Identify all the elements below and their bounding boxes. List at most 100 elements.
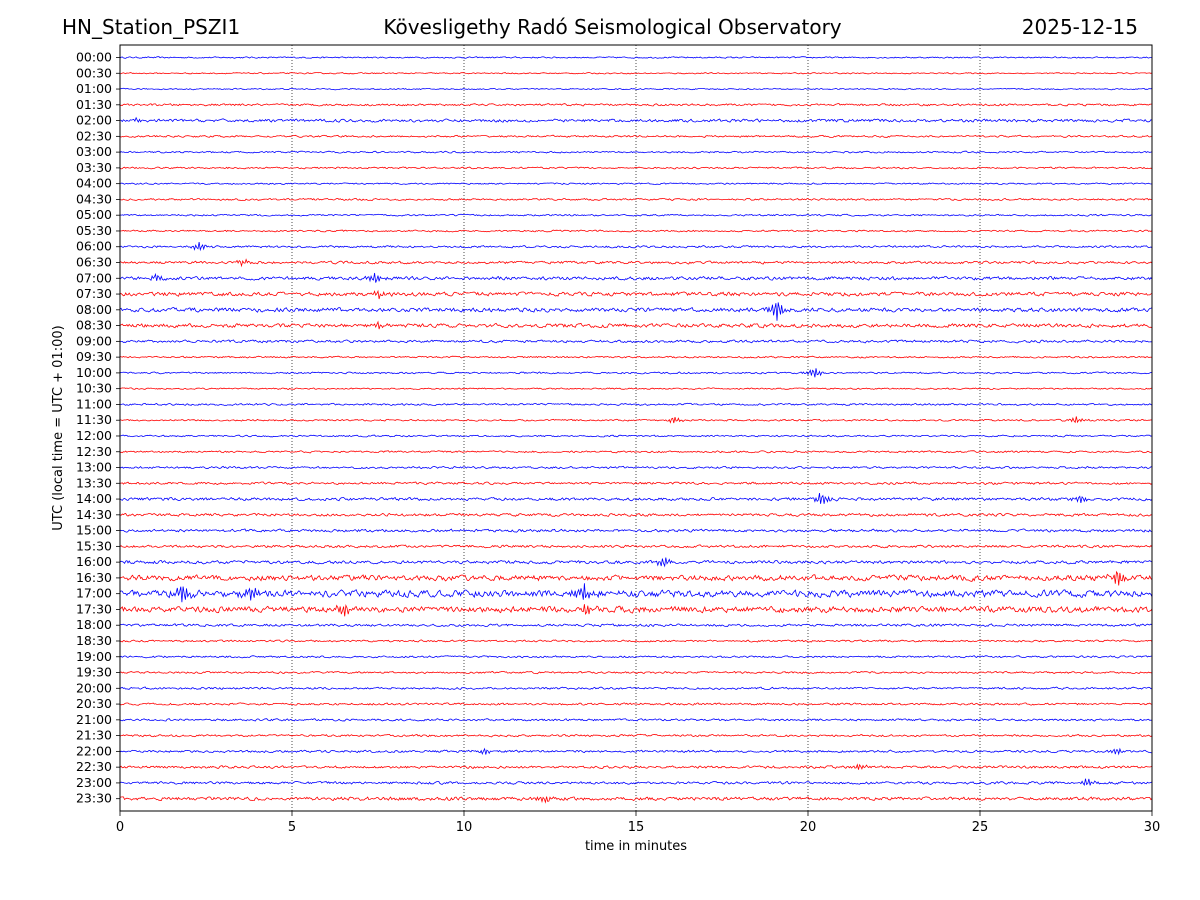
y-tick-label: 08:00 — [76, 302, 112, 317]
trace-0530 — [119, 229, 1153, 233]
trace-1800 — [119, 623, 1153, 628]
y-tick-label: 03:30 — [76, 160, 112, 175]
y-tick-label: 03:00 — [76, 144, 112, 159]
trace-2100 — [119, 718, 1153, 722]
trace-0600 — [119, 242, 1153, 252]
trace-0900 — [119, 339, 1152, 344]
y-tick-label: 10:00 — [76, 365, 112, 380]
y-tick-label: 06:30 — [76, 255, 112, 270]
trace-2330 — [119, 796, 1153, 804]
trace-0330 — [119, 166, 1153, 170]
y-tick-label: 17:30 — [76, 601, 112, 616]
trace-0200 — [119, 116, 1153, 123]
station-name: HN_Station_PSZI1 — [62, 15, 241, 39]
x-tick-label: 0 — [116, 820, 124, 835]
x-tick-label: 30 — [1144, 820, 1161, 835]
y-tick-label: 08:30 — [76, 318, 112, 333]
trace-1830 — [119, 639, 1153, 643]
trace-1130 — [119, 416, 1153, 424]
y-tick-label: 09:00 — [76, 333, 112, 348]
y-tick-label: 07:00 — [76, 270, 112, 285]
y-tick-label: 21:30 — [76, 728, 112, 743]
y-axis-label: UTC (local time = UTC + 01:00) — [51, 325, 66, 530]
trace-0830 — [119, 320, 1153, 330]
trace-2300 — [119, 778, 1153, 787]
trace-2130 — [119, 733, 1153, 738]
x-tick-label: 10 — [456, 820, 473, 835]
trace-1530 — [119, 544, 1153, 549]
y-tick-label: 07:30 — [76, 286, 112, 301]
y-tick-label: 01:00 — [76, 81, 112, 96]
trace-1200 — [119, 434, 1153, 438]
y-tick-label: 00:00 — [76, 50, 112, 65]
y-tick-label: 04:00 — [76, 176, 112, 191]
y-tick-label: 18:00 — [76, 617, 112, 632]
trace-1030 — [119, 387, 1153, 390]
y-tick-label: 15:00 — [76, 523, 112, 538]
trace-1500 — [119, 528, 1153, 533]
y-tick-label: 12:30 — [76, 444, 112, 459]
trace-1900 — [119, 655, 1152, 659]
y-tick-label: 14:30 — [76, 507, 112, 522]
trace-0700 — [119, 272, 1153, 283]
trace-2000 — [119, 686, 1152, 690]
trace-1330 — [120, 481, 1153, 486]
y-tick-label: 18:30 — [76, 633, 112, 648]
x-tick-label: 20 — [800, 820, 817, 835]
x-tick-label: 15 — [628, 820, 645, 835]
trace-0400 — [119, 182, 1153, 186]
trace-1630 — [119, 570, 1153, 586]
y-tick-label: 10:30 — [76, 381, 112, 396]
y-tick-label: 21:00 — [76, 712, 112, 727]
trace-0930 — [119, 355, 1153, 359]
x-tick-label: 5 — [288, 820, 296, 835]
trace-0630 — [119, 258, 1153, 268]
trace-1100 — [119, 402, 1153, 407]
trace-2230 — [119, 763, 1153, 770]
y-tick-label: 13:00 — [76, 460, 112, 475]
trace-1430 — [119, 512, 1153, 517]
trace-1700 — [119, 583, 1153, 603]
y-tick-label: 20:30 — [76, 696, 112, 711]
trace-1600 — [119, 557, 1153, 568]
trace-0130 — [119, 103, 1153, 107]
y-tick-label: 06:00 — [76, 239, 112, 254]
y-tick-label: 04:30 — [76, 191, 112, 206]
y-tick-label: 19:00 — [76, 649, 112, 664]
y-tick-label: 17:00 — [76, 586, 112, 601]
y-tick-label: 11:00 — [76, 396, 112, 411]
y-tick-label: 09:30 — [76, 349, 112, 364]
y-tick-label: 05:00 — [76, 207, 112, 222]
trace-0230 — [119, 134, 1153, 138]
y-tick-label: 13:30 — [76, 475, 112, 490]
trace-0430 — [119, 197, 1152, 201]
y-tick-label: 16:00 — [76, 554, 112, 569]
y-tick-label: 23:00 — [76, 775, 112, 790]
trace-2200 — [119, 747, 1153, 756]
trace-0500 — [119, 213, 1152, 217]
y-tick-label: 15:30 — [76, 538, 112, 553]
chart-title: Kövesligethy Radó Seismological Observat… — [383, 15, 842, 39]
y-tick-label: 23:30 — [76, 791, 112, 806]
trace-1300 — [119, 465, 1152, 470]
y-tick-label: 05:30 — [76, 223, 112, 238]
trace-1230 — [119, 450, 1153, 454]
x-axis-label: time in minutes — [585, 839, 687, 854]
y-tick-label: 14:00 — [76, 491, 112, 506]
y-tick-label: 22:30 — [76, 759, 112, 774]
y-tick-label: 02:30 — [76, 128, 112, 143]
y-tick-label: 11:30 — [76, 412, 112, 427]
trace-0030 — [119, 72, 1153, 75]
trace-0000 — [119, 56, 1153, 59]
trace-1400 — [119, 493, 1153, 504]
trace-1000 — [119, 368, 1153, 378]
chart-date: 2025-12-15 — [1021, 15, 1138, 39]
trace-0100 — [119, 87, 1153, 91]
y-tick-label: 19:30 — [76, 665, 112, 680]
y-tick-label: 20:00 — [76, 680, 112, 695]
y-tick-label: 02:00 — [76, 113, 112, 128]
y-tick-label: 16:30 — [76, 570, 112, 585]
trace-2030 — [119, 702, 1152, 706]
trace-0730 — [119, 289, 1153, 300]
